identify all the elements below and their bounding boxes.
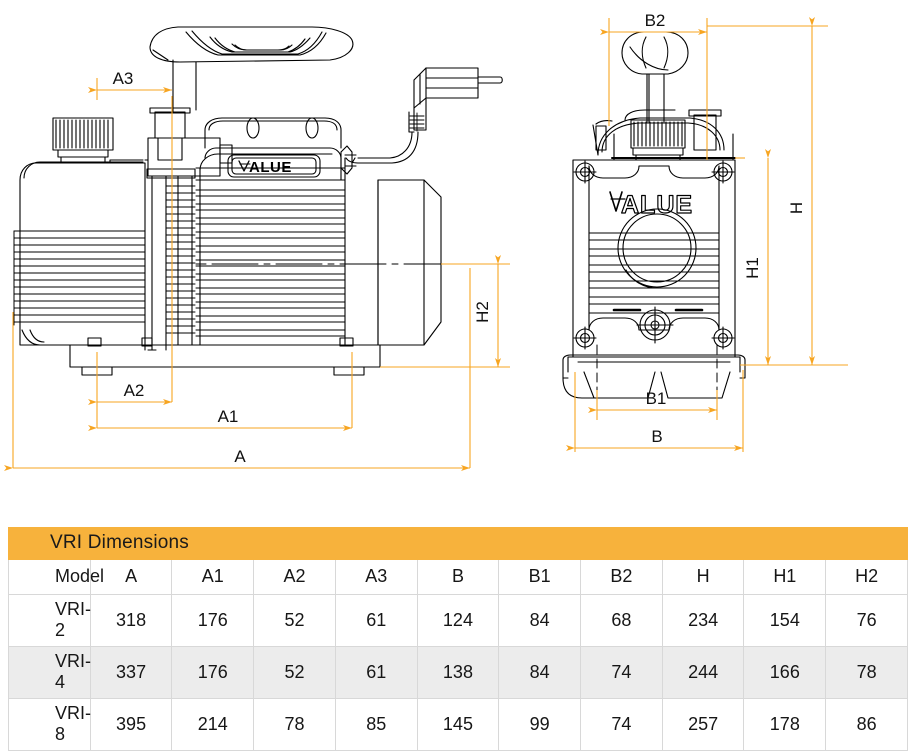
- cell-a1: 214: [171, 698, 255, 751]
- col-a2: A2: [253, 560, 336, 595]
- label-H: H: [787, 202, 806, 214]
- pump-head-housing: [195, 117, 346, 346]
- table-caption: VRI Dimensions: [8, 527, 908, 560]
- table-row: VRI-8 395 214 78 85 145 99 74 257 178 86: [8, 698, 908, 751]
- cell-model: VRI-2: [8, 594, 91, 647]
- label-H1: H1: [743, 257, 762, 279]
- corner-bolts: [573, 160, 735, 350]
- cell-b2: 74: [580, 698, 663, 751]
- power-cord-plug: [340, 67, 503, 175]
- cell-model: VRI-4: [8, 646, 91, 699]
- cell-h2: 86: [825, 698, 908, 751]
- col-a1: A1: [171, 560, 255, 595]
- label-B: B: [651, 427, 662, 446]
- dimensions-table: VRI Dimensions Model A A1 A2 A3 B B1 B2 …: [8, 527, 908, 751]
- col-h: H: [661, 560, 745, 595]
- cell-b1: 84: [498, 594, 582, 647]
- center-boss: [617, 208, 697, 289]
- cell-h2: 78: [825, 646, 908, 699]
- label-A2: A2: [124, 381, 145, 400]
- cell-h: 234: [661, 594, 745, 647]
- cell-h: 257: [661, 698, 745, 751]
- col-h2: H2: [825, 560, 908, 595]
- svg-text:ALUE: ALUE: [621, 191, 693, 219]
- technical-drawing: ALUE: [4, 11, 848, 471]
- svg-text:ALUE: ALUE: [249, 159, 292, 176]
- handle-post: [172, 59, 197, 113]
- cell-a2: 78: [253, 698, 336, 751]
- cell-a1: 176: [171, 594, 255, 647]
- cell-a2: 52: [253, 646, 336, 699]
- cell-a: 318: [89, 594, 173, 647]
- col-b: B: [416, 560, 500, 595]
- brand-logo-badge: ALUE: [227, 154, 321, 178]
- cell-a1: 176: [171, 646, 255, 699]
- carry-handle: [149, 26, 354, 63]
- cell-b2: 74: [580, 646, 663, 699]
- reservoir-fins: [13, 230, 146, 326]
- cell-a3: 61: [334, 594, 418, 647]
- head-fins: [195, 189, 346, 337]
- cell-h2: 76: [825, 594, 908, 647]
- base-plate: [69, 337, 381, 376]
- label-A3: A3: [113, 69, 134, 88]
- col-h1: H1: [743, 560, 827, 595]
- center-column: [146, 168, 196, 351]
- label-B1: B1: [646, 389, 667, 408]
- oil-reservoir: [19, 159, 146, 346]
- front-body: [572, 159, 736, 358]
- col-model: Model: [8, 560, 104, 595]
- dimensions-table-container: VRI Dimensions Model A A1 A2 A3 B B1 B2 …: [8, 527, 908, 751]
- dimension-annotations: [4, 17, 848, 471]
- dimension-labels: A3 A2 A1 A B2 B1 B H2 H H1: [113, 11, 806, 466]
- cell-a3: 61: [334, 646, 418, 699]
- cell-a3: 85: [334, 698, 418, 751]
- label-H2: H2: [473, 301, 492, 323]
- cell-model: VRI-8: [8, 698, 91, 751]
- cell-h1: 154: [743, 594, 827, 647]
- cell-a: 395: [89, 698, 173, 751]
- cell-a2: 52: [253, 594, 336, 647]
- front-fins: [588, 232, 720, 314]
- cell-b1: 99: [498, 698, 582, 751]
- motor-housing: [377, 179, 442, 346]
- cell-b: 124: [416, 594, 500, 647]
- cell-b: 145: [416, 698, 500, 751]
- label-A: A: [234, 447, 246, 466]
- col-b1: B1: [498, 560, 582, 595]
- front-view-pump: ALUE: [562, 31, 746, 401]
- drain-plug: [636, 306, 674, 344]
- table-header-row: Model A A1 A2 A3 B B1 B2 H H1 H2: [8, 560, 908, 595]
- label-A1: A1: [218, 407, 239, 426]
- col-a3: A3: [334, 560, 418, 595]
- cell-h: 244: [661, 646, 745, 699]
- handle-front: [621, 31, 689, 123]
- cell-b1: 84: [498, 646, 582, 699]
- cell-a: 337: [89, 646, 173, 699]
- table-row: VRI-2 318 176 52 61 124 84 68 234 154 76: [8, 594, 908, 647]
- exhaust-port: [688, 109, 722, 151]
- column-fins: [165, 185, 196, 334]
- label-B2: B2: [645, 11, 666, 30]
- oil-cap-knob: [52, 117, 114, 164]
- cell-b2: 68: [580, 594, 663, 647]
- col-b2: B2: [580, 560, 663, 595]
- table-row: VRI-4 337 176 52 61 138 84 74 244 166 78: [8, 646, 908, 699]
- cell-h1: 166: [743, 646, 827, 699]
- side-view-pump: ALUE: [13, 26, 503, 376]
- brand-logo-front: ALUE: [609, 190, 693, 220]
- cell-h1: 178: [743, 698, 827, 751]
- oil-cap-knob-front: [630, 119, 686, 161]
- cell-b: 138: [416, 646, 500, 699]
